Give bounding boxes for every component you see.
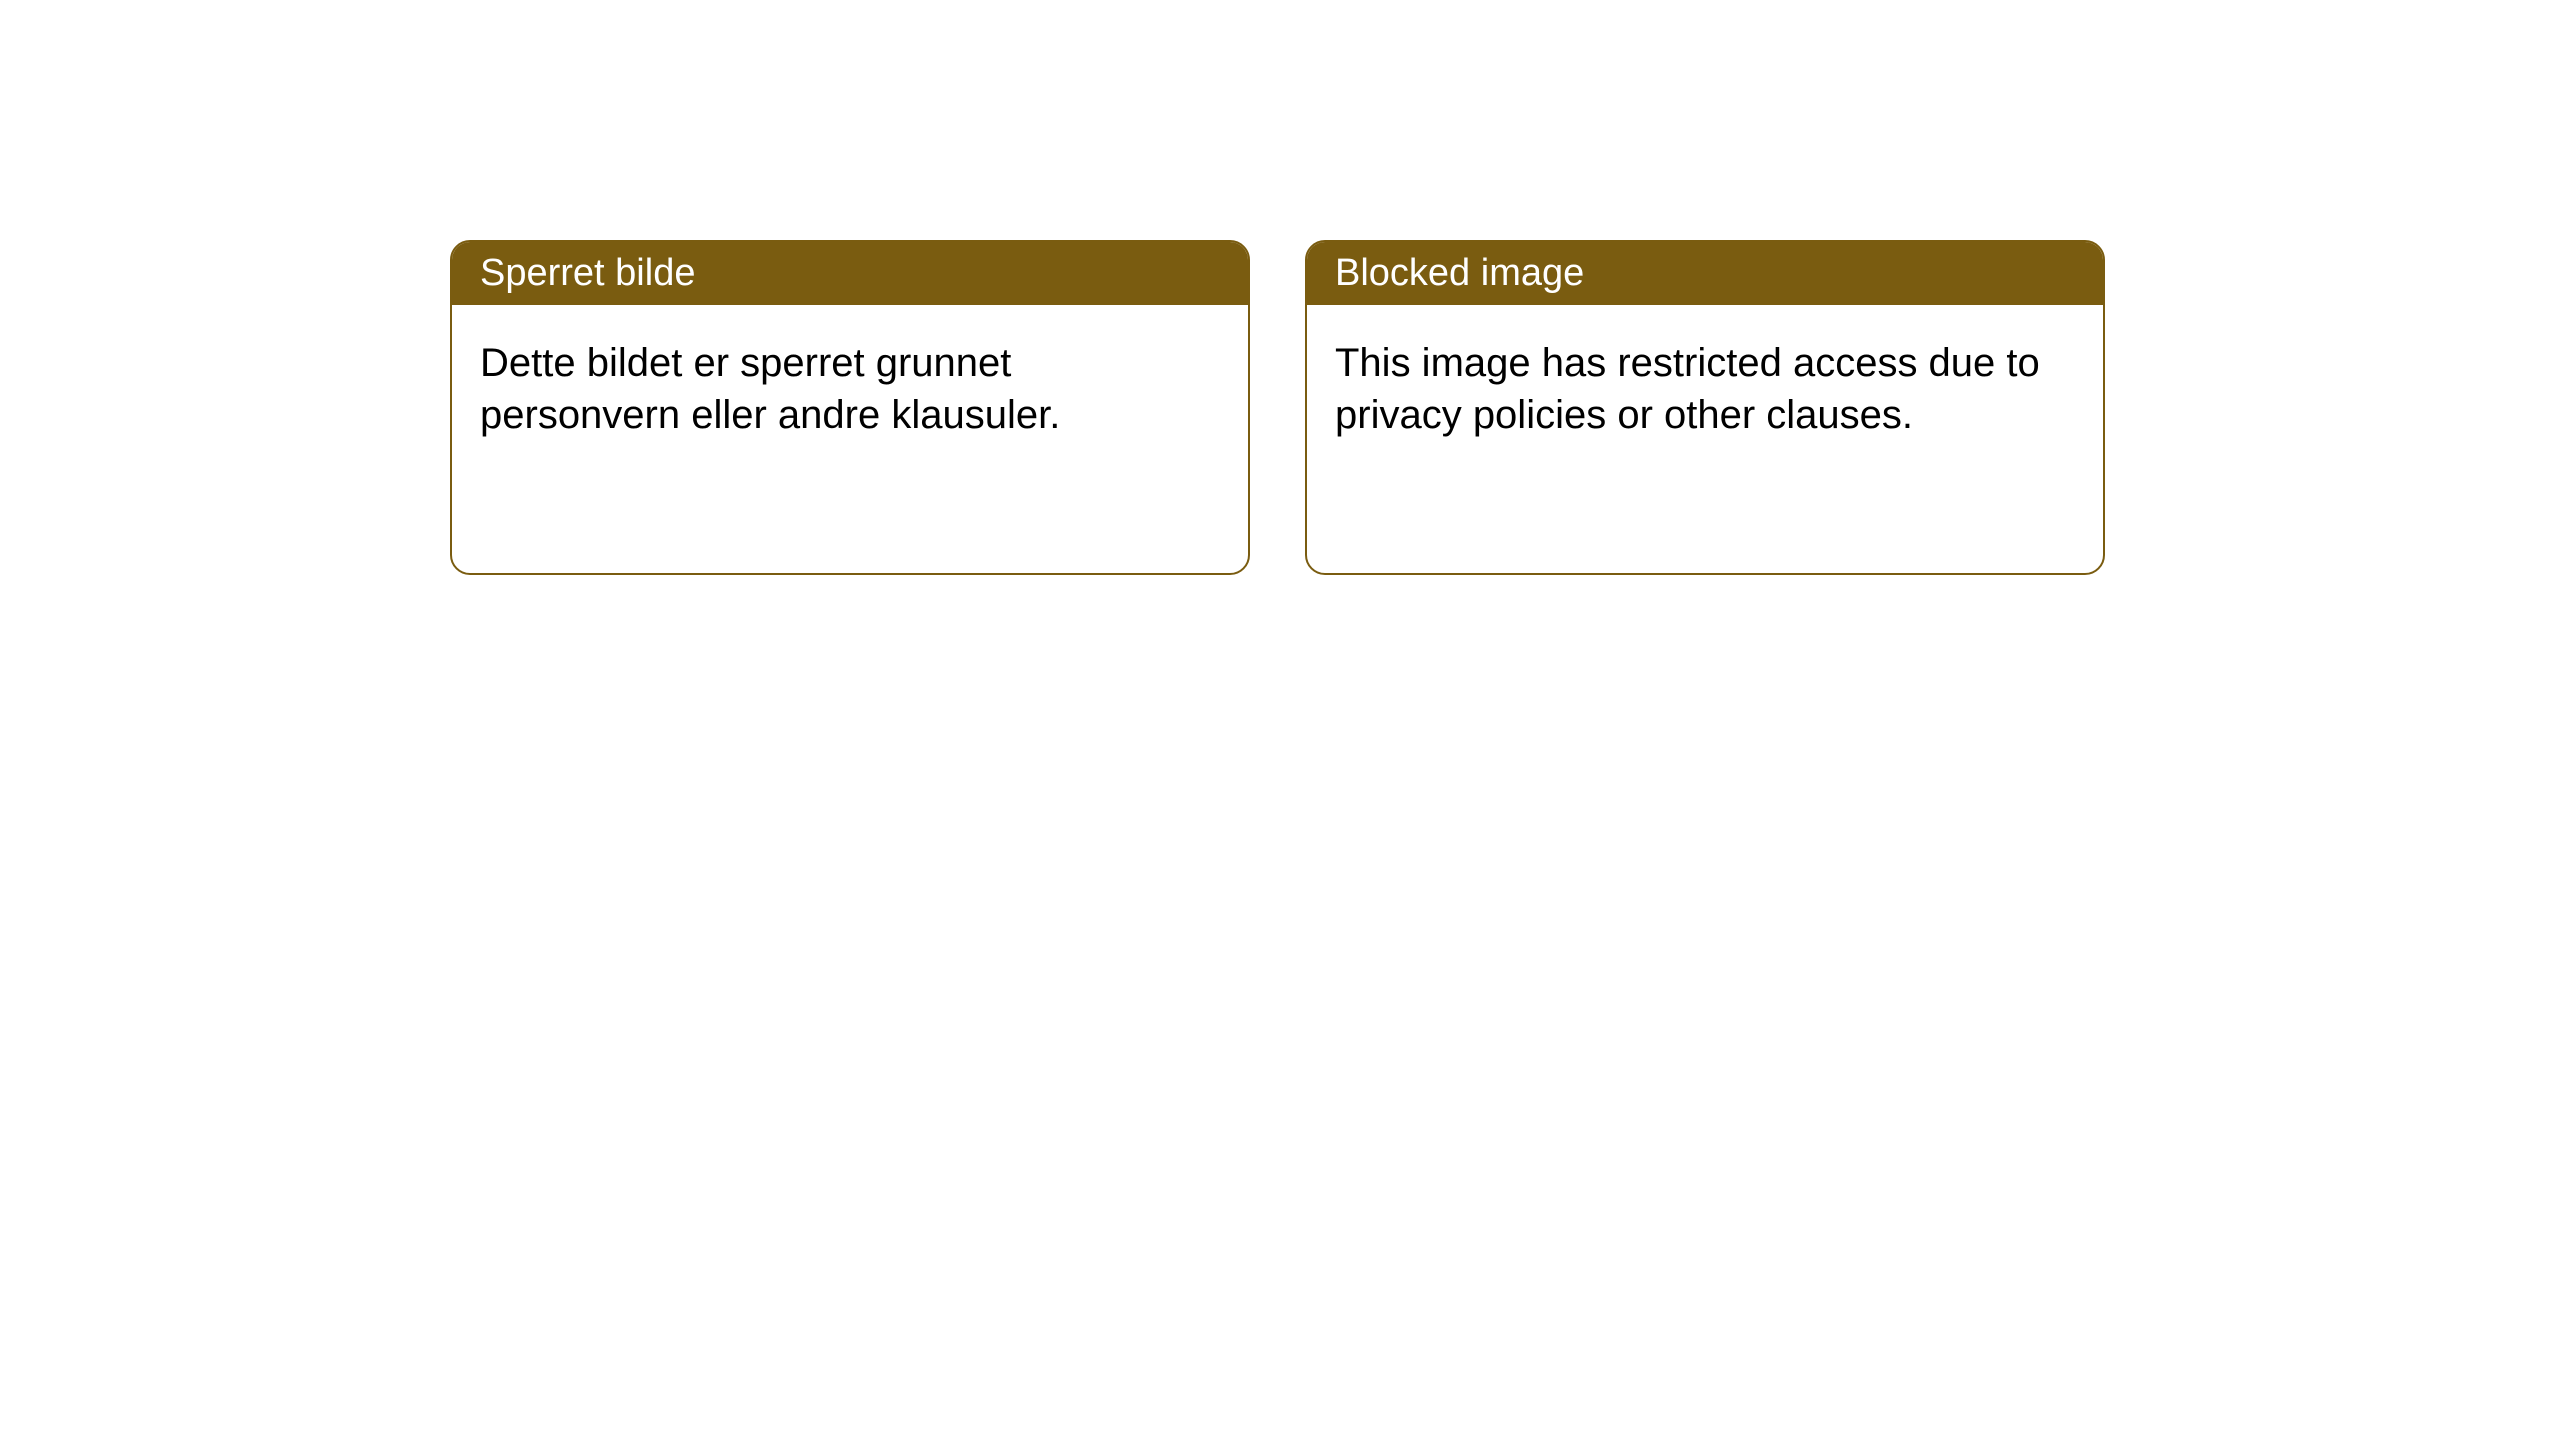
- notice-card-norwegian: Sperret bilde Dette bildet er sperret gr…: [450, 240, 1250, 575]
- notice-container: Sperret bilde Dette bildet er sperret gr…: [0, 0, 2560, 575]
- notice-title: Sperret bilde: [452, 242, 1248, 305]
- notice-body: This image has restricted access due to …: [1307, 305, 2103, 473]
- notice-title: Blocked image: [1307, 242, 2103, 305]
- notice-card-english: Blocked image This image has restricted …: [1305, 240, 2105, 575]
- notice-body: Dette bildet er sperret grunnet personve…: [452, 305, 1248, 473]
